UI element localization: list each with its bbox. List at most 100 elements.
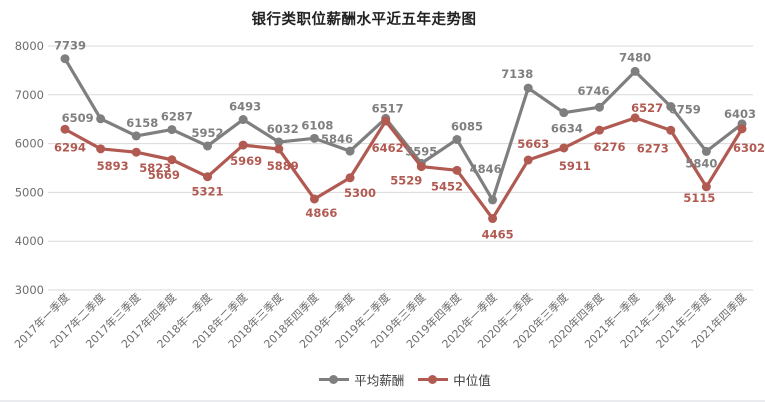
data-label: 5663 xyxy=(517,137,549,151)
data-label: 6759 xyxy=(669,103,701,117)
y-axis-tick-label: 8000 xyxy=(15,39,44,53)
data-label: 6302 xyxy=(733,141,765,155)
data-label: 4465 xyxy=(482,228,514,242)
legend-label-median: 中位值 xyxy=(453,373,491,388)
data-label: 6517 xyxy=(372,101,404,115)
data-label: 5969 xyxy=(230,154,262,168)
data-label: 7739 xyxy=(54,39,86,53)
data-label: 5300 xyxy=(344,186,376,200)
y-axis-tick-label: 3000 xyxy=(15,283,44,297)
data-label: 6746 xyxy=(577,84,609,98)
y-axis-tick-label: 7000 xyxy=(15,88,44,102)
data-label: 6294 xyxy=(54,140,86,154)
data-point-marker xyxy=(131,131,141,141)
data-point-marker xyxy=(559,108,569,118)
data-point-marker xyxy=(167,155,177,165)
data-label: 5893 xyxy=(97,159,129,173)
data-point-marker xyxy=(630,66,640,76)
data-point-marker xyxy=(666,125,676,135)
data-point-marker xyxy=(416,162,426,172)
y-axis-tick-label: 6000 xyxy=(15,137,44,151)
gridlines xyxy=(48,45,753,291)
data-point-marker xyxy=(60,54,70,64)
chart-title: 银行类职位薪酬水平近五年走势图 xyxy=(251,12,477,28)
data-label: 6287 xyxy=(161,110,193,124)
data-label: 6273 xyxy=(637,141,669,155)
data-point-marker xyxy=(131,147,141,157)
data-label: 5115 xyxy=(683,191,715,205)
data-point-marker xyxy=(594,125,604,135)
data-point-marker xyxy=(701,182,711,192)
legend-item-median: 中位值 xyxy=(418,370,491,389)
data-label: 5529 xyxy=(390,174,422,188)
y-axis-tick-label: 4000 xyxy=(15,234,44,248)
data-label: 6085 xyxy=(451,119,483,133)
median-series-line-marker-icon xyxy=(418,375,449,384)
data-label: 5840 xyxy=(685,156,717,170)
data-label: 5823 xyxy=(139,161,171,175)
data-point-marker xyxy=(666,102,676,112)
data-point-marker xyxy=(701,146,711,156)
data-label: 6108 xyxy=(301,118,333,132)
data-label: 5669 xyxy=(148,168,180,182)
data-point-marker xyxy=(630,113,640,123)
data-point-marker xyxy=(452,165,462,175)
x-axis-labels: 2017年一季度2017年二季度2017年三季度2017年四季度2018年一季度… xyxy=(11,290,749,351)
data-point-marker xyxy=(309,194,319,204)
series-line xyxy=(63,116,744,221)
legend-label-average: 平均薪酬 xyxy=(354,373,405,388)
data-label: 5952 xyxy=(192,126,224,140)
data-point-marker xyxy=(452,134,462,144)
data-label: 4866 xyxy=(305,206,337,220)
data-point-marker xyxy=(309,133,319,143)
y-axis-tick-label: 5000 xyxy=(15,185,44,199)
data-point-marker xyxy=(345,146,355,156)
data-point-marker xyxy=(594,102,604,112)
series-line xyxy=(63,57,744,202)
data-label: 5911 xyxy=(559,159,591,173)
data-point-marker xyxy=(238,115,248,125)
data-label: 4846 xyxy=(470,162,502,176)
data-label: 6032 xyxy=(267,122,299,136)
average-series-line-marker-icon xyxy=(319,375,350,384)
data-label: 6276 xyxy=(593,140,625,154)
data-point-marker xyxy=(60,124,70,134)
legend-item-average: 平均薪酬 xyxy=(319,370,404,389)
data-point-marker xyxy=(559,143,569,153)
data-point-marker xyxy=(381,116,391,126)
data-point-marker xyxy=(167,125,177,135)
data-label: 5889 xyxy=(267,159,299,173)
data-label: 6509 xyxy=(62,111,94,125)
data-point-marker xyxy=(238,140,248,150)
data-label: 6462 xyxy=(372,141,404,155)
data-label: 7138 xyxy=(501,67,533,81)
data-label: 5595 xyxy=(405,144,437,158)
data-point-marker xyxy=(96,114,106,124)
data-label: 5846 xyxy=(321,132,353,146)
series-average xyxy=(60,54,747,205)
data-point-marker xyxy=(488,195,498,205)
data-point-marker xyxy=(523,155,533,165)
data-point-marker xyxy=(96,144,106,154)
median-series-dot-icon xyxy=(428,375,438,384)
data-point-marker xyxy=(203,172,213,182)
data-point-marker xyxy=(488,214,498,224)
data-label: 6493 xyxy=(229,100,261,114)
data-label: 6158 xyxy=(126,116,158,130)
y-axis-labels: 3000 4000 5000 6000 7000 8000 xyxy=(15,39,44,297)
data-label: 7480 xyxy=(619,50,651,64)
data-point-marker xyxy=(274,137,284,147)
data-point-marker xyxy=(737,124,747,134)
data-label: 6527 xyxy=(631,101,663,115)
series-median xyxy=(60,113,747,224)
average-series-dot-icon xyxy=(329,375,339,384)
data-label: 6634 xyxy=(551,122,583,136)
data-label: 5321 xyxy=(192,185,224,199)
data-point-marker xyxy=(523,83,533,93)
data-label: 5452 xyxy=(431,179,463,193)
data-point-marker xyxy=(345,173,355,183)
